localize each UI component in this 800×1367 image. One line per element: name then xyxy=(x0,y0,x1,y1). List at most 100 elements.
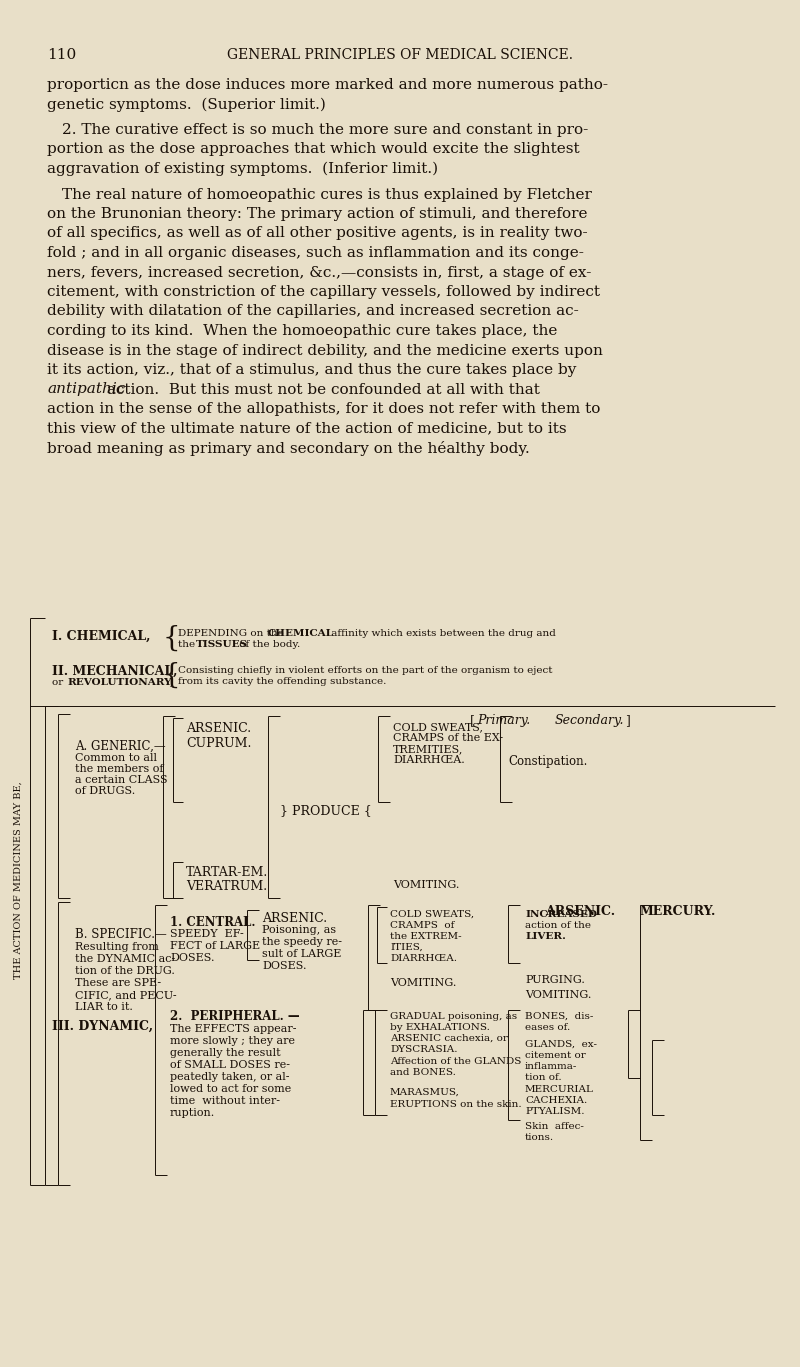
Text: ]: ] xyxy=(625,714,630,727)
Text: MARASMUS,: MARASMUS, xyxy=(390,1088,460,1096)
Text: THE ACTION OF MEDICINES MAY BE,: THE ACTION OF MEDICINES MAY BE, xyxy=(14,781,22,979)
Text: B. SPECIFIC.—: B. SPECIFIC.— xyxy=(75,928,166,940)
Text: MERCURY.: MERCURY. xyxy=(640,905,716,919)
Text: on the Brunonian theory: The primary action of stimuli, and therefore: on the Brunonian theory: The primary act… xyxy=(47,206,587,221)
Text: ruption.: ruption. xyxy=(170,1109,215,1118)
Text: time  without inter-: time without inter- xyxy=(170,1096,280,1106)
Text: VOMITING.: VOMITING. xyxy=(393,880,459,890)
Text: TARTAR-EM.: TARTAR-EM. xyxy=(186,867,268,879)
Text: 1. CENTRAL.: 1. CENTRAL. xyxy=(170,916,255,930)
Text: VOMITING.: VOMITING. xyxy=(525,990,591,1001)
Text: action.  But this must not be confounded at all with that: action. But this must not be confounded … xyxy=(102,383,540,396)
Text: the speedy re-: the speedy re- xyxy=(262,936,342,947)
Text: MERCURIAL: MERCURIAL xyxy=(525,1085,594,1094)
Text: broad meaning as primary and secondary on the héalthy body.: broad meaning as primary and secondary o… xyxy=(47,442,530,457)
Text: ARSENIC.: ARSENIC. xyxy=(262,912,327,925)
Text: Skin  affec-: Skin affec- xyxy=(525,1122,584,1131)
Text: Constipation.: Constipation. xyxy=(508,755,587,768)
Text: {: { xyxy=(163,625,181,652)
Text: the members of: the members of xyxy=(75,764,163,774)
Text: PURGING.: PURGING. xyxy=(525,975,585,986)
Text: These are SPE-: These are SPE- xyxy=(75,977,161,988)
Text: affinity which exists between the drug and: affinity which exists between the drug a… xyxy=(328,629,556,638)
Text: cording to its kind.  When the homoeopathic cure takes place, the: cording to its kind. When the homoeopath… xyxy=(47,324,558,338)
Text: {: { xyxy=(163,662,181,689)
Text: } PRODUCE {: } PRODUCE { xyxy=(280,804,372,817)
Text: SPEEDY  EF-: SPEEDY EF- xyxy=(170,930,244,939)
Text: ERUPTIONS on the skin.: ERUPTIONS on the skin. xyxy=(390,1100,522,1109)
Text: sult of LARGE: sult of LARGE xyxy=(262,949,342,960)
Text: 2. The curative effect is so much the more sure and constant in pro-: 2. The curative effect is so much the mo… xyxy=(62,123,588,137)
Text: ARSENIC cachexia, or: ARSENIC cachexia, or xyxy=(390,1033,508,1043)
Text: GENERAL PRINCIPLES OF MEDICAL SCIENCE.: GENERAL PRINCIPLES OF MEDICAL SCIENCE. xyxy=(227,48,573,62)
Text: eases of.: eases of. xyxy=(525,1023,570,1032)
Text: LIVER.: LIVER. xyxy=(525,932,566,940)
Text: VOMITING.: VOMITING. xyxy=(390,977,456,988)
Text: DOSES.: DOSES. xyxy=(170,953,214,962)
Text: FECT of LARGE: FECT of LARGE xyxy=(170,940,260,951)
Text: CIFIC, and PECU-: CIFIC, and PECU- xyxy=(75,990,177,1001)
Text: BONES,  dis-: BONES, dis- xyxy=(525,1012,594,1021)
Text: a certain CLASS: a certain CLASS xyxy=(75,775,168,785)
Text: GLANDS,  ex-: GLANDS, ex- xyxy=(525,1040,597,1048)
Text: DEPENDING on the: DEPENDING on the xyxy=(178,629,287,638)
Text: The EFFECTS appear-: The EFFECTS appear- xyxy=(170,1024,297,1033)
Text: the EXTREM-: the EXTREM- xyxy=(390,932,462,940)
Text: it its action, viz., that of a stimulus, and thus the cure takes place by: it its action, viz., that of a stimulus,… xyxy=(47,364,576,377)
Text: CUPRUM.: CUPRUM. xyxy=(186,737,251,750)
Text: DYSCRASIA.: DYSCRASIA. xyxy=(390,1044,458,1054)
Text: [: [ xyxy=(470,714,475,727)
Text: TISSUES: TISSUES xyxy=(196,640,248,649)
Text: of all specifics, as well as of all other positive agents, is in reality two-: of all specifics, as well as of all othe… xyxy=(47,227,588,241)
Text: citement or: citement or xyxy=(525,1051,586,1059)
Text: The real nature of homoeopathic cures is thus explained by Fletcher: The real nature of homoeopathic cures is… xyxy=(62,187,592,201)
Text: of the body.: of the body. xyxy=(236,640,300,649)
Text: DIARRHŒA.: DIARRHŒA. xyxy=(390,954,457,962)
Text: GRADUAL poisoning, as: GRADUAL poisoning, as xyxy=(390,1012,517,1021)
Text: of SMALL DOSES re-: of SMALL DOSES re- xyxy=(170,1059,290,1070)
Text: Resulting from: Resulting from xyxy=(75,942,159,951)
Text: tions.: tions. xyxy=(525,1133,554,1141)
Text: Affection of the GLANDS: Affection of the GLANDS xyxy=(390,1057,522,1066)
Text: and BONES.: and BONES. xyxy=(390,1068,456,1077)
Text: the DYNAMIC ac-: the DYNAMIC ac- xyxy=(75,954,175,964)
Text: aggravation of existing symptoms.  (Inferior limit.): aggravation of existing symptoms. (Infer… xyxy=(47,163,438,176)
Text: COLD SWEATS,: COLD SWEATS, xyxy=(390,910,474,919)
Text: disease is in the stage of indirect debility, and the medicine exerts upon: disease is in the stage of indirect debi… xyxy=(47,343,603,358)
Text: of DRUGS.: of DRUGS. xyxy=(75,786,135,796)
Text: LIAR to it.: LIAR to it. xyxy=(75,1002,133,1012)
Text: action in the sense of the allopathists, for it does not refer with them to: action in the sense of the allopathists,… xyxy=(47,402,600,416)
Text: ARSENIC.: ARSENIC. xyxy=(545,905,615,919)
Text: tion of the DRUG.: tion of the DRUG. xyxy=(75,966,175,976)
Text: peatedly taken, or al-: peatedly taken, or al- xyxy=(170,1072,290,1083)
Text: action of the: action of the xyxy=(525,921,591,930)
Text: fold ; and in all organic diseases, such as inflammation and its conge-: fold ; and in all organic diseases, such… xyxy=(47,246,584,260)
Text: VERATRUM.: VERATRUM. xyxy=(186,880,267,893)
Text: genetic symptoms.  (Superior limit.): genetic symptoms. (Superior limit.) xyxy=(47,97,326,112)
Text: CRAMPS  of: CRAMPS of xyxy=(390,921,454,930)
Text: DOSES.: DOSES. xyxy=(262,961,306,971)
Text: COLD SWEATS,: COLD SWEATS, xyxy=(393,722,483,731)
Text: Poisoning, as: Poisoning, as xyxy=(262,925,336,935)
Text: this view of the ultimate nature of the action of medicine, but to its: this view of the ultimate nature of the … xyxy=(47,421,566,436)
Text: III. DYNAMIC,: III. DYNAMIC, xyxy=(52,1020,153,1033)
Text: ITIES,: ITIES, xyxy=(390,943,422,951)
Text: antipathic: antipathic xyxy=(47,383,126,396)
Text: DIARRHŒA.: DIARRHŒA. xyxy=(393,755,465,766)
Text: portion as the dose approaches that which would excite the slightest: portion as the dose approaches that whic… xyxy=(47,142,580,156)
Text: Common to all: Common to all xyxy=(75,753,157,763)
Text: Secondary.: Secondary. xyxy=(555,714,625,727)
Text: tion of.: tion of. xyxy=(525,1073,562,1083)
Text: 110: 110 xyxy=(47,48,76,62)
Text: PTYALISM.: PTYALISM. xyxy=(525,1107,585,1115)
Text: I. CHEMICAL,: I. CHEMICAL, xyxy=(52,630,150,642)
Text: CRAMPS of the EX-: CRAMPS of the EX- xyxy=(393,733,503,744)
Text: II. MECHANICAL,: II. MECHANICAL, xyxy=(52,664,178,678)
Text: A. GENERIC,—: A. GENERIC,— xyxy=(75,740,166,753)
Text: Primary.: Primary. xyxy=(477,714,530,727)
Text: 2.  PERIPHERAL. —: 2. PERIPHERAL. — xyxy=(170,1010,300,1023)
Text: lowed to act for some: lowed to act for some xyxy=(170,1084,291,1094)
Text: TREMITIES,: TREMITIES, xyxy=(393,744,463,755)
Text: debility with dilatation of the capillaries, and increased secretion ac-: debility with dilatation of the capillar… xyxy=(47,305,578,319)
Text: Consisting chiefly in violent efforts on the part of the organism to eject: Consisting chiefly in violent efforts on… xyxy=(178,666,553,675)
